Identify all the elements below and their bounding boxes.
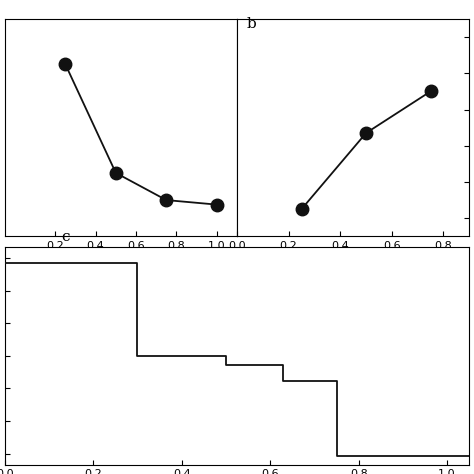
Text: c: c [62, 230, 70, 244]
X-axis label: Li Concentration: Li Concentration [300, 257, 407, 270]
X-axis label: Li Concentration: Li Concentration [67, 257, 174, 270]
Text: b: b [246, 17, 256, 31]
